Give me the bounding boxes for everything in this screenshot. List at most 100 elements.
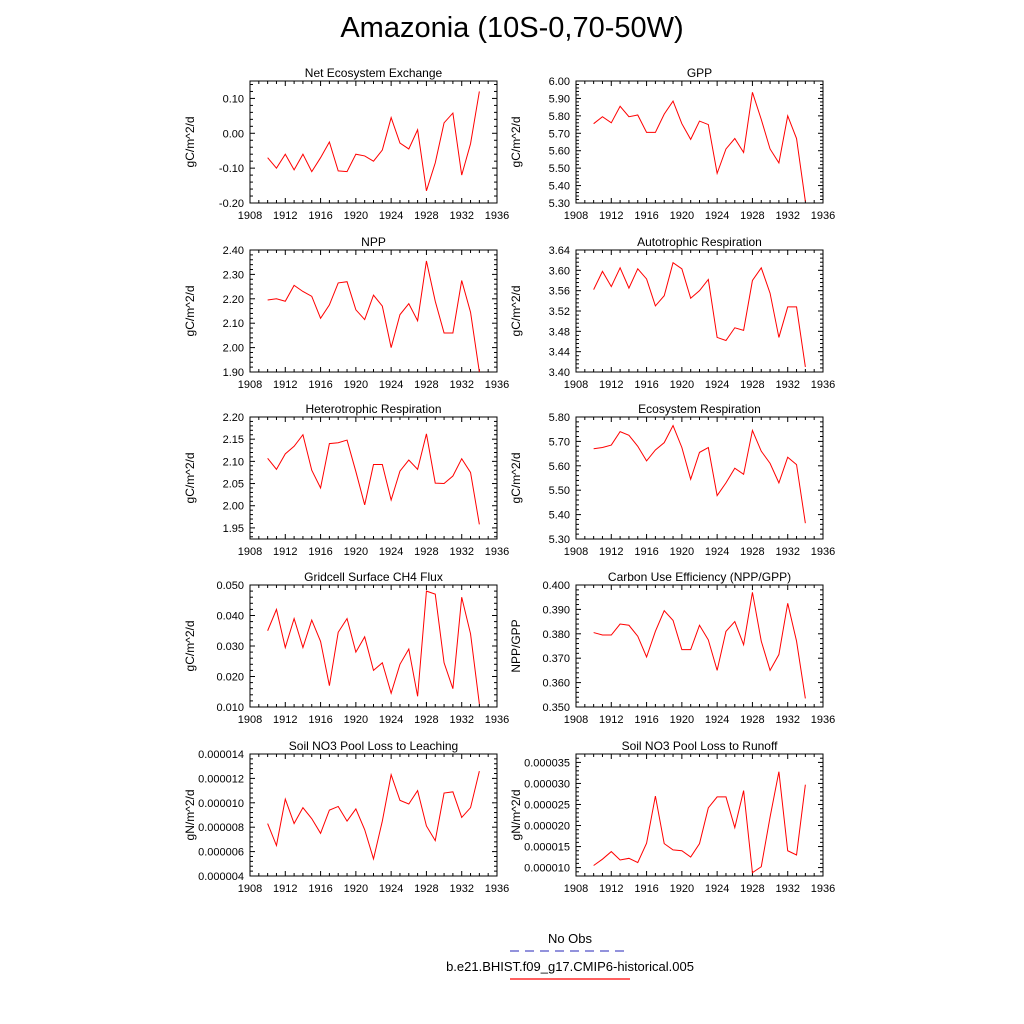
x-tick-label: 1920 (670, 714, 694, 726)
x-tick-label: 1912 (273, 714, 297, 726)
chart-title: GPP (687, 66, 712, 80)
y-tick-label: 0.030 (216, 641, 244, 653)
x-tick-label: 1932 (775, 210, 799, 222)
x-tick-label: 1908 (564, 883, 588, 895)
legend-line-model (510, 978, 630, 980)
y-tick-label: 2.20 (223, 412, 244, 424)
y-axis-label: gC/m^2/d (183, 621, 197, 672)
chart-title: NPP (361, 235, 386, 249)
plot-frame (575, 416, 824, 540)
y-tick-label: 0.000010 (524, 863, 570, 875)
y-tick-label: 0.000012 (198, 773, 244, 785)
x-tick-label: 1928 (740, 379, 764, 391)
x-tick-label: 1920 (670, 210, 694, 222)
y-axis-label: gN/m^2/d (183, 790, 197, 841)
x-tick-label: 1924 (705, 714, 729, 726)
y-tick-label: 1.95 (223, 523, 244, 535)
x-tick-label: 1932 (449, 883, 473, 895)
chart-title: Gridcell Surface CH4 Flux (304, 570, 443, 584)
x-tick-label: 1928 (740, 883, 764, 895)
x-tick-label: 1908 (564, 546, 588, 558)
y-tick-label: 2.05 (223, 479, 244, 491)
x-tick-label: 1920 (344, 210, 368, 222)
y-tick-label: 0.380 (542, 629, 570, 641)
y-tick-label: 3.48 (549, 326, 570, 338)
y-tick-label: 0.00 (223, 128, 244, 140)
x-tick-label: 1924 (379, 546, 403, 558)
chart-panel-6: Gridcell Surface CH4 Flux gC/m^2/d 1908 191… (183, 570, 509, 726)
y-tick-label: 0.040 (216, 611, 244, 623)
x-tick-label: 1916 (308, 714, 332, 726)
y-axis-label: gC/m^2/d (509, 117, 523, 168)
chart-panel-3: Autotrophic Respiration gC/m^2/d 1908 1912 1… (509, 235, 835, 391)
x-tick-label: 1924 (379, 714, 403, 726)
chart-panel-5: Ecosystem Respiration gC/m^2/d 1908 1912 191… (509, 402, 835, 558)
x-tick-label: 1908 (238, 883, 262, 895)
chart-title: Ecosystem Respiration (638, 402, 761, 416)
y-tick-label: 0.370 (542, 653, 570, 665)
plot-frame (575, 249, 824, 373)
chart-title: Soil NO3 Pool Loss to Leaching (289, 739, 458, 753)
y-tick-label: 0.350 (542, 702, 570, 714)
x-tick-label: 1916 (308, 883, 332, 895)
x-tick-label: 1920 (670, 883, 694, 895)
y-tick-label: 5.70 (549, 436, 570, 448)
series-line (593, 261, 806, 367)
y-axis-label: gC/m^2/d (509, 286, 523, 337)
plot-frame (575, 753, 824, 877)
x-tick-label: 1924 (705, 546, 729, 558)
x-tick-label: 1936 (811, 379, 835, 391)
x-tick-label: 1928 (740, 714, 764, 726)
y-tick-label: 0.020 (216, 672, 244, 684)
y-tick-label: 5.70 (549, 128, 570, 140)
x-tick-label: 1932 (775, 546, 799, 558)
y-tick-label: 5.40 (549, 181, 570, 193)
x-tick-label: 1916 (308, 210, 332, 222)
y-tick-label: 2.00 (223, 501, 244, 513)
x-tick-label: 1920 (344, 883, 368, 895)
x-tick-label: 1928 (414, 714, 438, 726)
x-tick-label: 1912 (599, 883, 623, 895)
x-tick-label: 1920 (670, 379, 694, 391)
legend-label-model: b.e21.BHIST.f09_g17.CMIP6-historical.005 (446, 959, 694, 974)
y-tick-label: 0.000020 (524, 821, 570, 833)
y-tick-label: 0.000004 (198, 871, 244, 883)
x-tick-label: 1916 (634, 883, 658, 895)
x-tick-label: 1912 (273, 379, 297, 391)
x-tick-label: 1908 (238, 546, 262, 558)
x-tick-label: 1920 (344, 379, 368, 391)
x-tick-label: 1932 (449, 210, 473, 222)
y-tick-label: 0.360 (542, 678, 570, 690)
chart-panel-4: Heterotrophic Respiration gC/m^2/d 1908 191… (183, 402, 509, 558)
y-axis-label: NPP/GPP (509, 619, 523, 672)
legend-line-obs (510, 950, 630, 952)
series-line (593, 592, 806, 699)
x-tick-label: 1924 (705, 379, 729, 391)
plot-frame (249, 249, 498, 373)
x-tick-label: 1932 (775, 883, 799, 895)
y-tick-label: 5.80 (549, 412, 570, 424)
y-tick-label: 0.000035 (524, 757, 570, 769)
series-line (593, 92, 806, 202)
y-tick-label: 3.56 (549, 286, 570, 298)
x-tick-label: 1928 (414, 883, 438, 895)
x-tick-label: 1928 (414, 210, 438, 222)
x-tick-label: 1928 (740, 546, 764, 558)
y-tick-label: 0.390 (542, 604, 570, 616)
x-tick-label: 1916 (308, 546, 332, 558)
x-tick-label: 1932 (449, 546, 473, 558)
x-tick-label: 1916 (308, 379, 332, 391)
x-tick-label: 1908 (238, 379, 262, 391)
series-line (593, 424, 806, 524)
legend: No Obs b.e21.BHIST.f09_g17.CMIP6-histori… (440, 930, 700, 982)
chart-title: Autotrophic Respiration (637, 235, 762, 249)
y-tick-label: 0.000010 (198, 798, 244, 810)
x-tick-label: 1924 (379, 379, 403, 391)
y-tick-label: 5.30 (549, 198, 570, 210)
x-tick-label: 1932 (449, 714, 473, 726)
y-tick-label: 0.000014 (198, 749, 244, 761)
y-tick-label: 5.40 (549, 510, 570, 522)
x-tick-label: 1928 (414, 546, 438, 558)
y-axis-label: gC/m^2/d (183, 117, 197, 168)
